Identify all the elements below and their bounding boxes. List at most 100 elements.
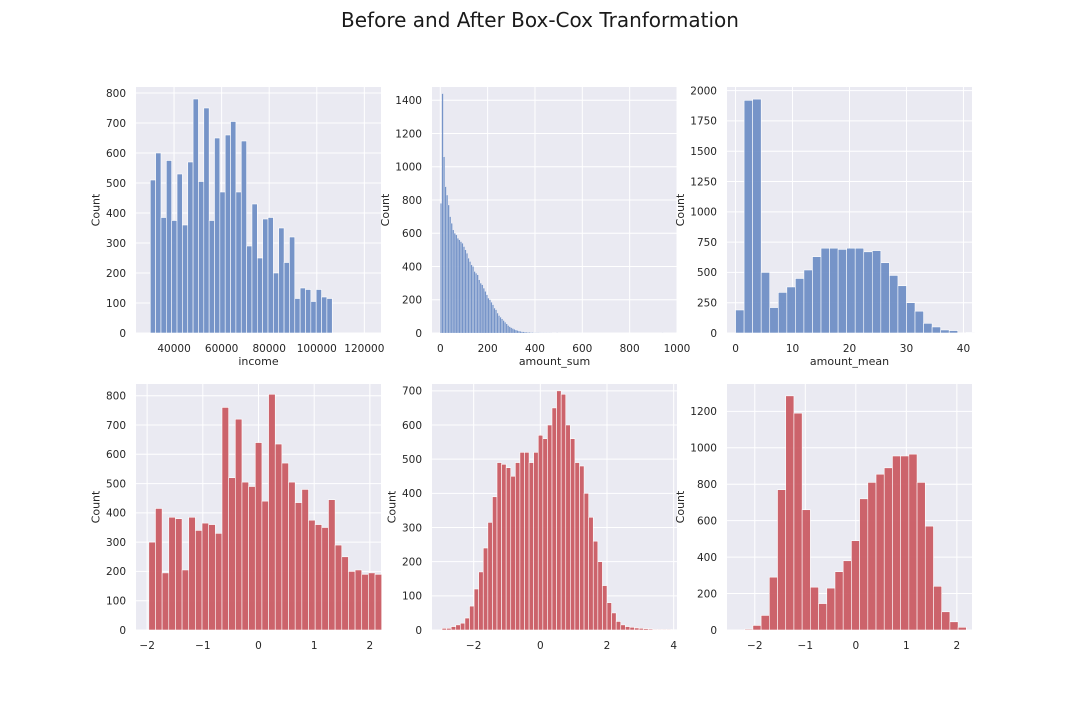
- histogram-bar: [565, 424, 571, 631]
- histogram-bar: [916, 482, 926, 631]
- y-tick-label: 300: [402, 522, 422, 534]
- histogram-bar: [516, 330, 519, 334]
- y-tick-label: 250: [697, 298, 717, 310]
- histogram-bar: [273, 272, 280, 334]
- y-tick-label: 700: [106, 420, 126, 432]
- histogram-bar: [837, 249, 847, 334]
- y-axis-label: Count: [385, 490, 398, 523]
- histogram-bar: [803, 269, 813, 334]
- y-tick-label: 1000: [690, 443, 717, 455]
- y-tick-label: 800: [106, 88, 126, 100]
- x-tick-label: −2: [139, 640, 154, 652]
- histogram-bar: [458, 239, 461, 334]
- x-tick-label: 20: [843, 343, 856, 355]
- histogram-bar: [810, 586, 819, 631]
- histogram-bar: [221, 407, 229, 631]
- histogram-bar: [441, 93, 444, 334]
- y-tick-label: 400: [402, 261, 422, 273]
- histogram-bar: [795, 278, 805, 334]
- y-tick-label: 800: [402, 195, 422, 207]
- histogram-bar: [863, 251, 873, 334]
- histogram-bar: [308, 519, 316, 631]
- histogram-bar: [883, 467, 893, 631]
- histogram-bar: [652, 629, 658, 631]
- histogram-bar: [228, 477, 236, 631]
- histogram-bar: [914, 310, 924, 334]
- histogram-bar: [479, 283, 482, 334]
- histogram-bar: [948, 330, 959, 334]
- histogram-bar: [661, 629, 667, 631]
- y-tick-label: 1000: [395, 162, 422, 174]
- histogram-bar: [490, 302, 493, 334]
- histogram-bar: [294, 298, 301, 334]
- x-tick-label: 1: [903, 640, 910, 652]
- histogram-bar: [267, 217, 274, 334]
- y-tick-label: 750: [697, 237, 717, 249]
- y-tick-label: 800: [106, 391, 126, 403]
- histogram-bar: [484, 291, 487, 334]
- histogram-bar: [752, 625, 762, 631]
- histogram-bar: [469, 261, 471, 334]
- histogram-bar: [801, 509, 811, 631]
- histogram-bar: [638, 627, 644, 631]
- histogram-bar: [201, 522, 209, 631]
- histogram-bar: [305, 289, 312, 334]
- histogram-bar: [441, 627, 447, 631]
- histogram-bar: [588, 516, 594, 631]
- histogram-bar: [826, 587, 836, 631]
- y-tick-label: 1500: [690, 146, 717, 158]
- histogram-bar: [482, 547, 489, 631]
- x-tick-label: 40000: [157, 343, 190, 355]
- histogram-bar: [533, 452, 539, 631]
- histogram-bar: [328, 499, 336, 631]
- x-tick-label: 1: [311, 640, 318, 652]
- y-tick-label: 500: [106, 478, 126, 490]
- y-tick-label: 500: [697, 267, 717, 279]
- histogram-bar: [446, 194, 449, 334]
- histogram-bar: [889, 275, 899, 334]
- histogram-bar: [341, 556, 349, 631]
- histogram-bar: [496, 462, 502, 631]
- y-tick-label: 600: [697, 515, 717, 527]
- y-tick-label: 1750: [690, 116, 717, 128]
- histogram-bar: [602, 585, 608, 631]
- x-tick-label: 600: [572, 343, 592, 355]
- histogram-bar: [195, 530, 203, 631]
- y-tick-label: 0: [415, 625, 422, 637]
- x-tick-label: 2: [954, 640, 961, 652]
- histogram-bar: [261, 500, 269, 631]
- histogram-bar: [487, 297, 490, 334]
- histogram-bar: [851, 540, 860, 631]
- histogram-bar: [321, 527, 329, 631]
- histogram-bar: [625, 626, 631, 631]
- histogram-bar: [496, 312, 499, 334]
- histogram-bar: [495, 309, 497, 334]
- histogram-bar: [361, 574, 369, 631]
- histogram-bar: [215, 533, 223, 631]
- y-tick-label: 0: [119, 328, 126, 340]
- histogram-bar: [187, 161, 194, 334]
- histogram-bar: [508, 326, 511, 334]
- y-tick-label: 800: [697, 479, 717, 491]
- histogram-bar: [812, 256, 822, 334]
- x-axis-label: amount_mean: [810, 355, 889, 368]
- histogram-bar: [897, 285, 907, 334]
- histogram-bar: [941, 611, 951, 631]
- y-tick-label: 200: [106, 268, 126, 280]
- histogram-bar: [560, 393, 567, 631]
- histogram-bar: [629, 626, 635, 631]
- histogram-bar: [155, 508, 163, 631]
- histogram-bar: [464, 249, 467, 334]
- histogram-bar: [455, 624, 461, 631]
- histogram-bar: [281, 462, 289, 631]
- histogram-bar: [900, 455, 910, 631]
- histogram-bar: [463, 246, 465, 334]
- histogram-bar: [326, 298, 333, 334]
- x-tick-label: 400: [525, 343, 545, 355]
- histogram-bar: [524, 452, 530, 631]
- histogram-bar: [248, 486, 256, 631]
- histogram-bar: [504, 322, 507, 334]
- histogram-bar: [522, 331, 525, 334]
- histogram-bar: [155, 152, 162, 334]
